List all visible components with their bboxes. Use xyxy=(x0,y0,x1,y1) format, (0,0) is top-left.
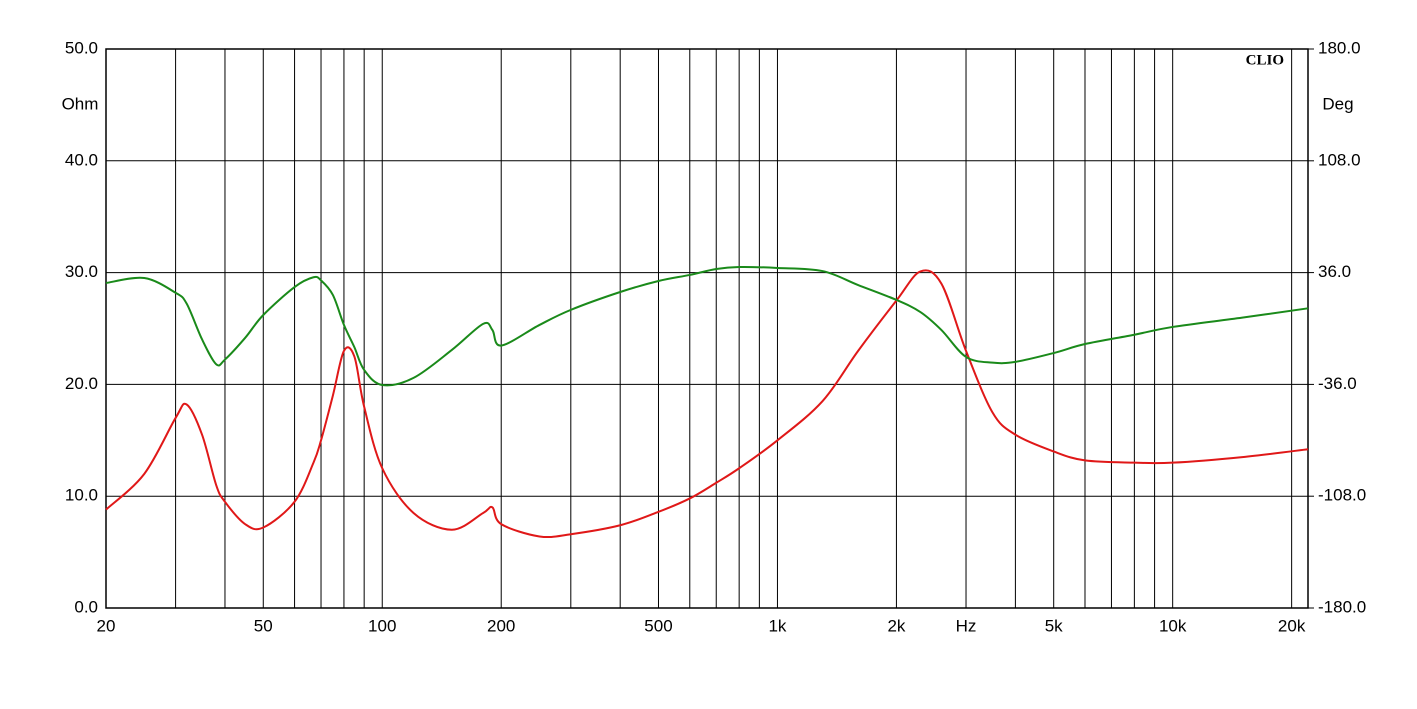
y-tick-label: 10.0 xyxy=(65,486,98,505)
y2-tick-label: 108.0 xyxy=(1318,150,1361,169)
plot-frame xyxy=(105,48,1309,609)
y-tick-label: 20.0 xyxy=(65,374,98,393)
x-tick-label: 10k xyxy=(1159,616,1187,635)
x-tick-label: 20 xyxy=(97,616,116,635)
y2-tick-label: -180.0 xyxy=(1318,597,1366,616)
x-tick-label: 2k xyxy=(887,616,905,635)
series-line xyxy=(105,269,1309,539)
x-tick-label: 20k xyxy=(1278,616,1306,635)
y2-tick-label: 36.0 xyxy=(1318,262,1351,281)
series-line xyxy=(105,265,1309,387)
x-tick-label: 500 xyxy=(644,616,672,635)
y2-tick-label: -108.0 xyxy=(1318,486,1366,505)
x-tick-label: 5k xyxy=(1045,616,1063,635)
x-tick-label: Hz xyxy=(956,616,977,635)
y2-axis-label: Deg xyxy=(1322,94,1353,113)
y-axis-label: Ohm xyxy=(62,94,99,113)
x-tick-label: 50 xyxy=(254,616,273,635)
y-tick-label: 50.0 xyxy=(65,38,98,57)
y-tick-label: 40.0 xyxy=(65,150,98,169)
x-tick-label: 1k xyxy=(768,616,786,635)
y2-tick-label: 180.0 xyxy=(1318,38,1361,57)
brand: CLIO xyxy=(1246,52,1284,68)
x-tick-label: 100 xyxy=(368,616,396,635)
y2-tick-label: -36.0 xyxy=(1318,374,1357,393)
x-tick-label: 200 xyxy=(487,616,515,635)
y-tick-label: 30.0 xyxy=(65,262,98,281)
y-tick-label: 0.0 xyxy=(74,597,98,616)
